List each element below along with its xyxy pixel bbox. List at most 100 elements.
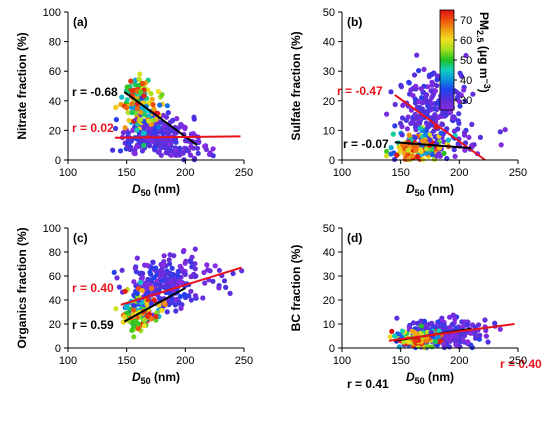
data-point	[124, 97, 130, 103]
data-point	[437, 322, 444, 328]
data-point	[418, 323, 424, 329]
panel-a: r = -0.68 r = 0.02 0 20 40 60 80 100 100 150 200 25…	[15, 7, 253, 198]
data-point	[432, 338, 439, 345]
data-point	[406, 132, 412, 138]
data-point	[436, 328, 442, 334]
data-point	[159, 307, 165, 313]
data-point	[406, 156, 412, 162]
data-point	[135, 326, 141, 332]
data-point	[129, 101, 135, 107]
scatter-points	[384, 52, 508, 162]
x-tick-label: 150	[391, 167, 409, 179]
data-point	[497, 326, 503, 332]
data-point	[113, 104, 119, 110]
x-tick-label: 200	[450, 167, 468, 179]
data-point	[125, 130, 131, 136]
data-point	[210, 153, 216, 159]
data-point	[168, 152, 174, 158]
data-point	[137, 117, 144, 123]
data-point	[178, 266, 185, 272]
data-point	[176, 151, 182, 157]
data-point	[227, 290, 233, 296]
data-point	[151, 106, 157, 112]
data-point	[205, 267, 211, 273]
x-tick-label: 250	[235, 167, 253, 179]
data-point	[156, 148, 162, 155]
data-point	[123, 105, 130, 111]
x-tick-label: 250	[509, 355, 527, 367]
data-point	[177, 124, 183, 130]
data-point	[152, 129, 158, 135]
y-tick-label: 50	[323, 7, 335, 19]
data-point	[119, 267, 125, 273]
data-point	[384, 148, 390, 154]
data-point	[406, 324, 412, 331]
x-tick-label: 100	[59, 355, 77, 367]
data-point	[424, 92, 430, 98]
data-point	[412, 121, 418, 127]
data-point	[133, 82, 139, 88]
data-point	[134, 290, 140, 296]
data-point	[427, 137, 433, 143]
data-point	[140, 270, 146, 277]
data-point	[144, 301, 150, 307]
data-point	[388, 151, 394, 157]
data-point	[150, 117, 156, 123]
data-point	[405, 151, 411, 157]
data-point	[447, 338, 453, 344]
data-point	[181, 247, 187, 254]
data-point	[164, 103, 170, 109]
data-point	[389, 328, 395, 334]
data-point	[406, 80, 412, 86]
data-point	[134, 255, 140, 261]
fit-line-red	[394, 94, 486, 161]
colorbar-tick-label: 30	[460, 95, 472, 107]
x-tick-label: 200	[176, 167, 194, 179]
data-point	[173, 147, 179, 153]
data-point	[413, 147, 419, 153]
data-point	[127, 146, 133, 153]
y-axis-label: Sulfate fraction (%)	[289, 31, 303, 140]
data-point	[123, 304, 129, 311]
data-point	[177, 294, 183, 300]
data-point	[457, 103, 463, 109]
panel-label: (b)	[347, 15, 362, 29]
data-point	[394, 152, 400, 158]
data-point	[461, 132, 468, 138]
data-point	[117, 148, 124, 154]
x-tick-label: 200	[176, 355, 194, 367]
data-point	[188, 288, 194, 294]
data-point	[137, 279, 144, 286]
data-point	[121, 314, 127, 320]
data-point	[188, 259, 194, 265]
data-point	[150, 102, 156, 108]
data-point	[195, 150, 201, 156]
data-point	[134, 105, 140, 111]
y-tick-label: 0	[329, 155, 335, 167]
panel-label: (c)	[73, 231, 88, 245]
data-point	[419, 106, 425, 112]
colorbar-gradient	[439, 9, 455, 111]
y-tick-label: 30	[323, 66, 335, 78]
data-point	[176, 300, 182, 306]
data-point	[210, 278, 216, 284]
data-point	[418, 147, 424, 153]
data-point	[387, 334, 393, 340]
correlation-label: r = 0.02	[72, 121, 114, 135]
data-point	[464, 322, 470, 328]
data-point	[137, 71, 143, 77]
data-point	[173, 296, 179, 302]
data-point	[187, 152, 194, 158]
data-point	[192, 293, 199, 299]
data-point	[157, 102, 163, 108]
data-point	[399, 328, 405, 334]
data-point	[147, 269, 153, 275]
data-point	[477, 134, 483, 140]
data-point	[421, 66, 427, 72]
data-point	[454, 89, 460, 95]
data-point	[155, 124, 161, 130]
data-point	[120, 130, 126, 136]
data-point	[438, 130, 444, 136]
colorbar-title: PM2.5 (μg m−3)	[475, 12, 492, 93]
data-point	[216, 267, 222, 273]
